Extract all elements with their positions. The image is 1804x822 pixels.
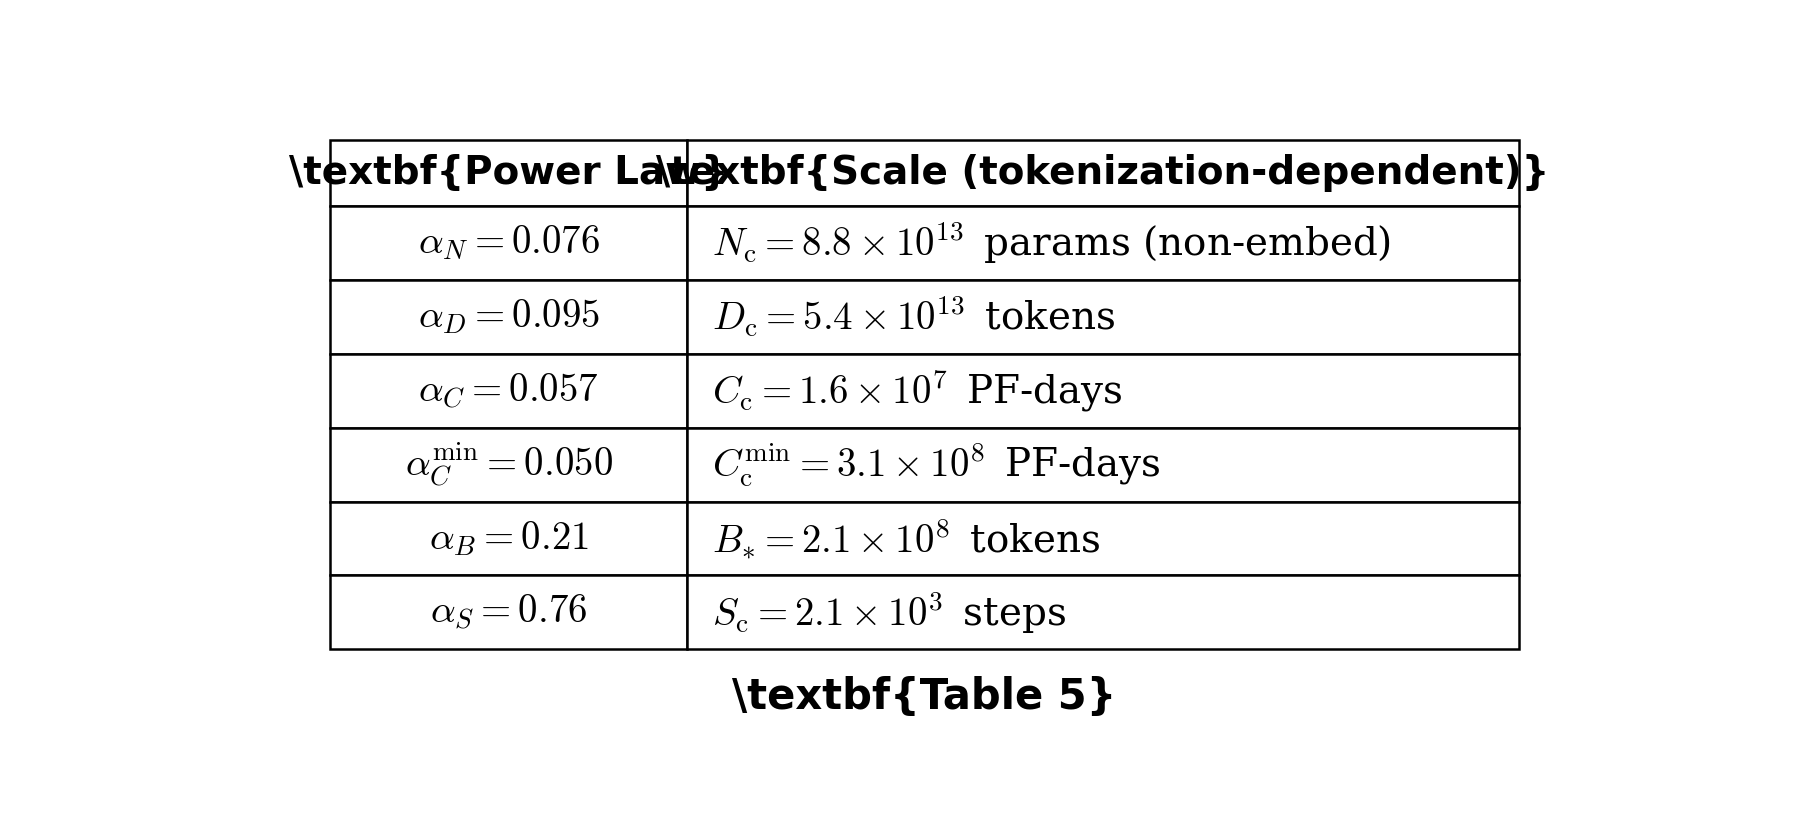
Bar [687, 206, 1519, 280]
Bar [687, 280, 1519, 353]
Text: $\alpha_C = 0.057$: $\alpha_C = 0.057$ [419, 371, 599, 410]
Text: \textbf{Power Law}: \textbf{Power Law} [289, 154, 729, 192]
Text: $C_{\mathrm{c}} = 1.6 \times 10^{7}\,$ PF-days: $C_{\mathrm{c}} = 1.6 \times 10^{7}\,$ P… [713, 367, 1122, 413]
Bar [330, 501, 687, 575]
Text: $\alpha_C^{\mathrm{min}} = 0.050$: $\alpha_C^{\mathrm{min}} = 0.050$ [404, 441, 613, 489]
Bar [687, 501, 1519, 575]
Text: $\alpha_S = 0.76$: $\alpha_S = 0.76$ [429, 593, 588, 632]
Bar [687, 575, 1519, 649]
Text: \textbf{Table 5}: \textbf{Table 5} [732, 676, 1117, 718]
Bar [330, 575, 687, 649]
Text: $D_{\mathrm{c}} = 5.4 \times 10^{13}\,$ tokens: $D_{\mathrm{c}} = 5.4 \times 10^{13}\,$ … [713, 294, 1115, 339]
Bar [330, 206, 687, 280]
Bar [687, 140, 1519, 206]
Text: \textbf{Scale (tokenization-dependent)}: \textbf{Scale (tokenization-dependent)} [657, 154, 1550, 192]
Text: $B_{*} = 2.1 \times 10^{8}\,$ tokens: $B_{*} = 2.1 \times 10^{8}\,$ tokens [713, 516, 1100, 561]
Bar [330, 427, 687, 501]
Text: $\alpha_D = 0.095$: $\alpha_D = 0.095$ [417, 298, 599, 336]
Text: $\alpha_B = 0.21$: $\alpha_B = 0.21$ [429, 520, 588, 558]
Text: $C_{\mathrm{c}}^{\mathrm{min}} = 3.1 \times 10^{8}\,$ PF-days: $C_{\mathrm{c}}^{\mathrm{min}} = 3.1 \ti… [713, 441, 1160, 489]
Bar [687, 353, 1519, 427]
Text: $\alpha_N = 0.076$: $\alpha_N = 0.076$ [419, 224, 599, 262]
Bar [330, 140, 687, 206]
Bar [687, 427, 1519, 501]
Bar [330, 353, 687, 427]
Text: $S_{\mathrm{c}} = 2.1 \times 10^{3}\,$ steps: $S_{\mathrm{c}} = 2.1 \times 10^{3}\,$ s… [713, 589, 1066, 635]
Text: $N_{\mathrm{c}} = 8.8 \times 10^{13}\,$ params (non-embed): $N_{\mathrm{c}} = 8.8 \times 10^{13}\,$ … [713, 219, 1391, 266]
Bar [330, 280, 687, 353]
